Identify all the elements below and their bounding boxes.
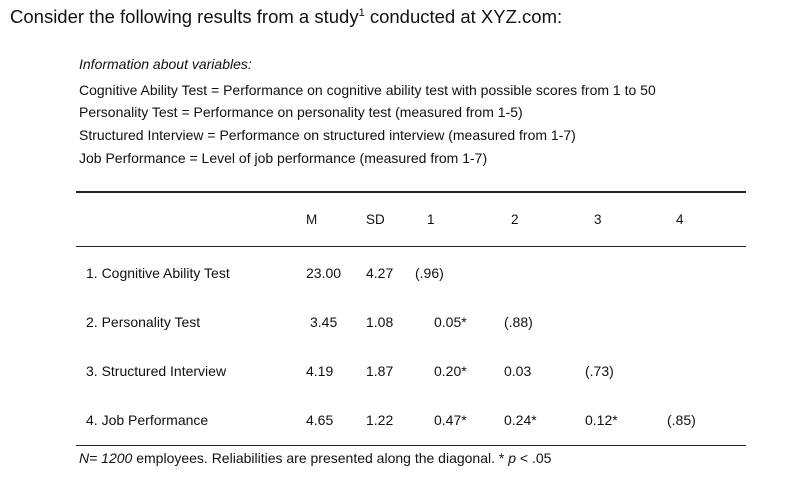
- definition-personality: Personality Test = Performance on person…: [79, 104, 523, 120]
- row-label: 4. Job Performance: [86, 412, 209, 428]
- header-1: 1: [427, 212, 435, 227]
- row-sd: 1.87: [366, 363, 394, 379]
- row-corr-3: 0.12*: [585, 412, 618, 428]
- row-corr-2: 0.03: [504, 363, 532, 379]
- row-label: 1. Cognitive Ability Test: [86, 265, 230, 281]
- header-4: 4: [676, 212, 684, 227]
- row-corr-1: 0.47*: [434, 412, 467, 428]
- row-corr-1: 0.05*: [434, 314, 467, 330]
- row-corr-2: 0.24*: [504, 412, 537, 428]
- row-corr-4: (.85): [667, 412, 696, 428]
- header-sd: SD: [366, 212, 385, 227]
- row-mean: 4.19: [306, 363, 334, 379]
- footnote-marker: 1: [358, 6, 365, 19]
- header-3: 3: [594, 212, 602, 227]
- row-sd: 4.27: [366, 265, 394, 281]
- table-top-rule: [76, 191, 746, 193]
- definition-job-performance: Job Performance = Level of job performan…: [79, 150, 488, 166]
- row-corr-3: (.73): [585, 363, 614, 379]
- header-m: M: [306, 212, 318, 227]
- definition-structured-interview: Structured Interview = Performance on st…: [79, 127, 576, 143]
- row-mean: 4.65: [306, 412, 334, 428]
- row-sd: 1.22: [366, 412, 394, 428]
- sample-size: N= 1200: [79, 450, 133, 466]
- info-title: Information about variables:: [79, 56, 252, 72]
- header-2: 2: [511, 212, 519, 227]
- definition-cognitive-ability: Cognitive Ability Test = Performance on …: [79, 82, 656, 98]
- table-bottom-rule: [76, 445, 746, 446]
- table-header-rule: [76, 246, 746, 247]
- row-mean: 3.45: [310, 314, 338, 330]
- row-label: 2. Personality Test: [86, 314, 201, 330]
- row-corr-2: (.88): [504, 314, 533, 330]
- page-heading: Consider the following results from a st…: [10, 6, 563, 27]
- row-mean: 23.00: [306, 265, 342, 281]
- row-sd: 1.08: [366, 314, 394, 330]
- table-note: N= 1200 employees. Reliabilities are pre…: [79, 450, 552, 466]
- row-corr-1: (.96): [415, 265, 444, 281]
- row-corr-1: 0.20*: [434, 363, 467, 379]
- p-symbol: p: [508, 450, 517, 466]
- row-label: 3. Structured Interview: [86, 363, 227, 379]
